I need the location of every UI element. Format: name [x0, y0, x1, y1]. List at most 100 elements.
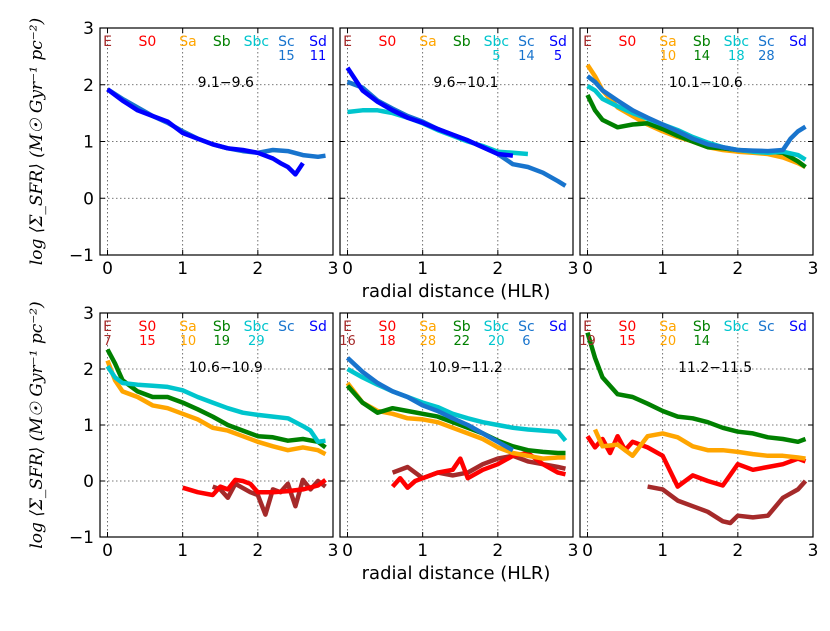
type-label-sc: Sc: [758, 34, 775, 50]
type-count-sb: 14: [693, 334, 710, 349]
series-sbc: [105, 364, 326, 445]
mass-range-label: 10.1−10.6: [669, 75, 743, 91]
x-tick-label: 1: [657, 259, 668, 279]
type-count-sbc: 29: [248, 334, 265, 349]
type-label-e: E: [343, 319, 352, 335]
type-label-sb: Sb: [693, 34, 711, 50]
x-tick-label: 3: [328, 541, 339, 561]
type-label-sb: Sb: [213, 319, 231, 335]
series-sbc: [347, 108, 529, 157]
y-axis-title: log ⟨Σ_SFR⟩ (M☉ Gyr⁻¹ pc⁻²): [27, 18, 47, 265]
type-count-s0: 18: [379, 334, 396, 349]
type-label-sbc: Sbc: [484, 34, 509, 50]
type-label-sa: Sa: [419, 34, 436, 50]
type-label-sbc: Sbc: [244, 34, 269, 50]
type-label-s0: S0: [378, 34, 396, 50]
type-label-sbc: Sbc: [244, 319, 269, 335]
x-tick-label: 2: [732, 541, 743, 561]
mass-range-label: 9.1−9.6: [198, 75, 254, 91]
series-sc: [345, 356, 514, 453]
x-tick-label: 1: [177, 541, 188, 561]
type-label-sc: Sc: [518, 34, 535, 50]
type-count-sc: 28: [758, 49, 775, 64]
x-axis-title: radial distance (HLR): [362, 281, 551, 302]
type-count-sb: 14: [693, 49, 710, 64]
x-tick-label: 0: [102, 541, 113, 561]
type-count-sb: 19: [213, 334, 230, 349]
series-sa: [105, 359, 327, 457]
type-label-e: E: [583, 34, 592, 50]
series-e: [647, 479, 808, 526]
type-label-sa: Sa: [419, 319, 436, 335]
type-count-sa: 28: [420, 334, 437, 349]
type-count-sc: 14: [518, 49, 535, 64]
y-tick-label: −1: [69, 528, 94, 548]
type-label-sb: Sb: [693, 319, 711, 335]
type-count-e: 19: [579, 334, 596, 349]
type-count-sb: 22: [453, 334, 470, 349]
type-count-e: 16: [339, 334, 356, 349]
x-tick-label: 2: [492, 259, 503, 279]
x-tick-label: 0: [102, 259, 113, 279]
y-tick-label: −1: [69, 246, 94, 266]
type-label-sc: Sc: [278, 319, 295, 335]
y-tick-label: 3: [83, 19, 94, 39]
type-label-sa: Sa: [179, 319, 196, 335]
type-label-s0: S0: [138, 319, 156, 335]
x-tick-label: 1: [417, 259, 428, 279]
x-tick-label: 3: [568, 541, 579, 561]
type-label-e: E: [583, 319, 592, 335]
y-tick-label: 1: [83, 416, 94, 436]
type-label-sc: Sc: [758, 319, 775, 335]
type-label-sbc: Sbc: [484, 319, 509, 335]
type-label-sa: Sa: [659, 319, 676, 335]
x-tick-label: 0: [582, 541, 593, 561]
y-tick-label: 0: [83, 472, 94, 492]
y-tick-label: 0: [83, 189, 94, 209]
type-label-sbc: Sbc: [724, 319, 749, 335]
x-tick-label: 1: [657, 541, 668, 561]
y-axis-title: log ⟨Σ_SFR⟩ (M☉ Gyr⁻¹ pc⁻²): [27, 301, 47, 548]
x-tick-label: 0: [342, 259, 353, 279]
type-label-sa: Sa: [179, 34, 196, 50]
x-tick-label: 2: [492, 541, 503, 561]
type-label-sb: Sb: [213, 34, 231, 50]
type-count-e: 7: [103, 334, 111, 349]
mass-range-label: 9.6−10.1: [433, 75, 498, 91]
y-tick-label: 2: [83, 360, 94, 380]
x-tick-label: 3: [328, 259, 339, 279]
series-s0: [182, 477, 327, 498]
type-label-e: E: [103, 34, 112, 50]
x-tick-label: 0: [342, 541, 353, 561]
mass-range-label: 10.9−11.2: [429, 360, 503, 376]
x-tick-label: 2: [732, 259, 743, 279]
series-sa: [592, 428, 806, 461]
series-sb: [585, 331, 807, 445]
type-label-sd: Sd: [309, 319, 327, 335]
type-label-s0: S0: [618, 34, 636, 50]
type-label-sd: Sd: [549, 319, 567, 335]
type-label-sc: Sc: [278, 34, 295, 50]
type-label-sb: Sb: [453, 34, 471, 50]
type-label-sb: Sb: [453, 319, 471, 335]
series-sc: [586, 74, 807, 154]
type-label-sd: Sd: [789, 319, 807, 335]
series-sd: [106, 87, 305, 177]
x-tick-label: 0: [582, 259, 593, 279]
type-label-s0: S0: [378, 319, 396, 335]
x-tick-label: 3: [808, 541, 819, 561]
y-tick-label: 1: [83, 133, 94, 153]
type-label-s0: S0: [138, 34, 156, 50]
type-label-e: E: [343, 34, 352, 50]
type-count-sc: 6: [522, 334, 530, 349]
type-label-sa: Sa: [659, 34, 676, 50]
type-count-sa: 10: [180, 334, 197, 349]
x-tick-label: 3: [568, 259, 579, 279]
y-tick-label: 2: [83, 76, 94, 96]
